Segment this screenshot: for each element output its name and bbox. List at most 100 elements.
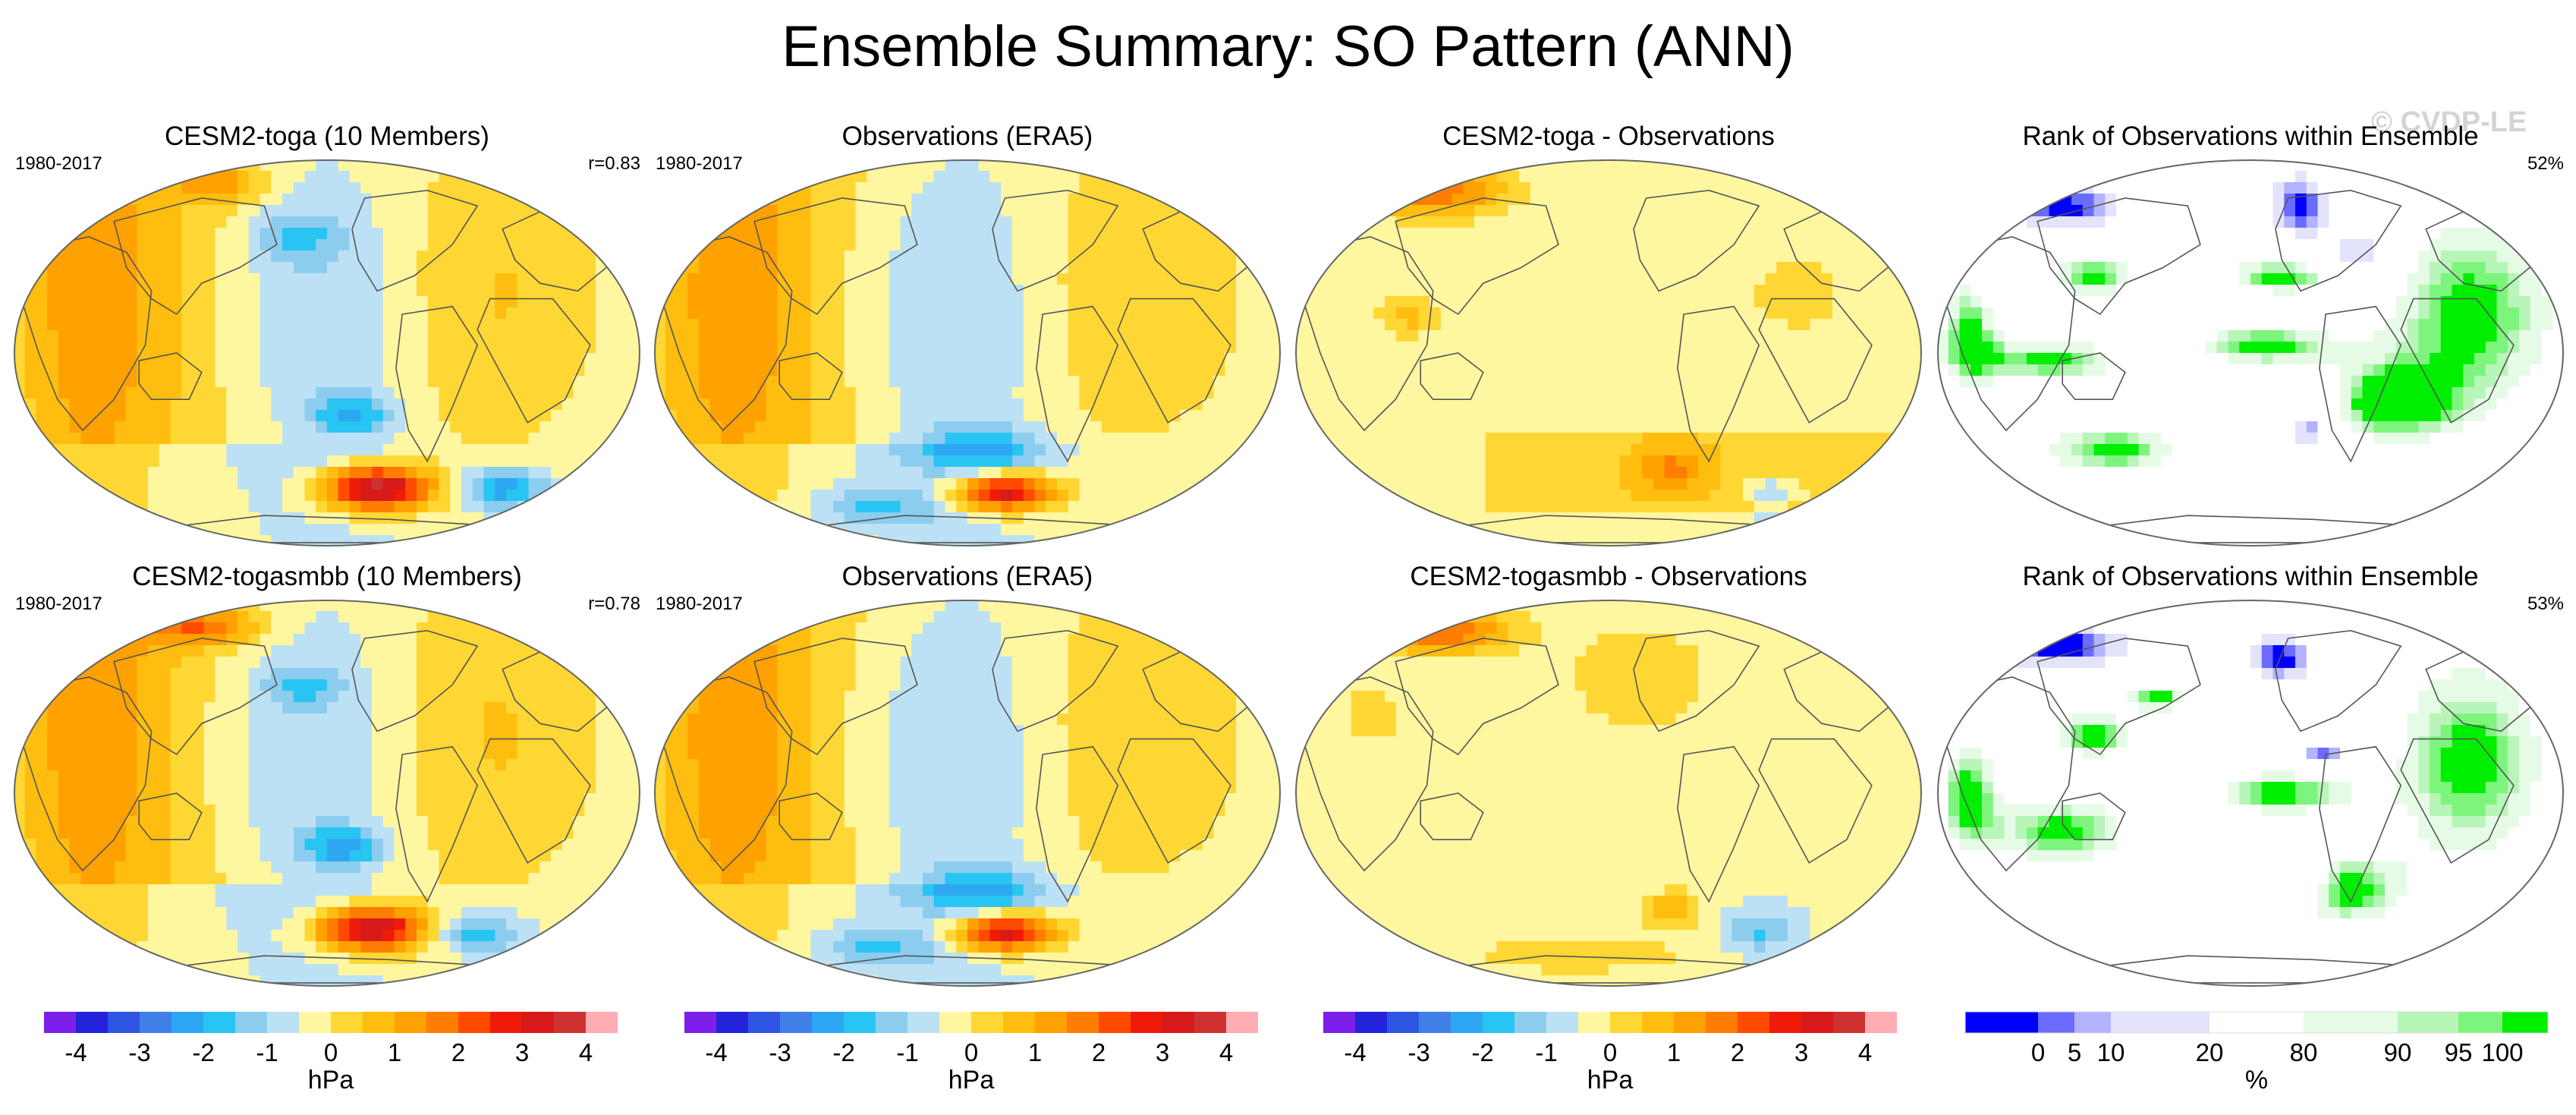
- field-cell: [237, 490, 250, 502]
- field-cell: [900, 421, 912, 433]
- field-cell: [1798, 285, 1811, 297]
- field-cell: [1463, 182, 1475, 194]
- field-cell: [450, 205, 462, 217]
- field-cell: [80, 296, 93, 308]
- field-cell: [721, 273, 733, 285]
- field-cell: [483, 216, 495, 228]
- field-cell: [1236, 353, 1248, 365]
- field-cell: [203, 296, 216, 308]
- field-cell: [338, 501, 351, 513]
- field-cell: [687, 364, 700, 376]
- field-cell: [1519, 250, 1531, 263]
- field-cell: [1541, 364, 1553, 376]
- field-cell: [1452, 285, 1464, 297]
- field-cell: [867, 478, 879, 490]
- field-cell: [606, 353, 619, 365]
- field-cell: [1135, 444, 1147, 456]
- coastline: [654, 236, 793, 432]
- field-cell: [1430, 307, 1442, 320]
- field-cell: [338, 250, 351, 263]
- field-cell: [259, 239, 272, 251]
- field-cell: [181, 444, 193, 456]
- field-cell: [1046, 159, 1058, 172]
- field-cell: [923, 512, 935, 524]
- field-cell: [1597, 319, 1609, 331]
- field-cell: [293, 387, 306, 399]
- field-cell: [1079, 262, 1091, 274]
- field-cell: [754, 353, 767, 365]
- field-cell: [1351, 182, 1363, 194]
- field-cell: [822, 467, 834, 479]
- field-cell: [1798, 364, 1811, 376]
- field-cell: [483, 353, 495, 365]
- field-cell: [193, 398, 205, 411]
- field-cell: [203, 216, 216, 228]
- field-cell: [528, 296, 540, 308]
- field-cell: [259, 410, 272, 422]
- field-cell: [606, 433, 619, 445]
- field-cell: [539, 444, 552, 456]
- field-cell: [1046, 262, 1058, 274]
- field-cell: [1508, 239, 1520, 251]
- field-cell: [1146, 216, 1159, 228]
- field-cell: [148, 490, 160, 502]
- field-cell: [709, 239, 722, 251]
- field-cell: [103, 182, 115, 194]
- field-cell: [226, 478, 238, 490]
- field-cell: [1687, 171, 1699, 183]
- field-cell: [327, 307, 339, 320]
- field-cell: [573, 410, 585, 422]
- field-cell: [1440, 296, 1453, 308]
- field-cell: [1295, 239, 1307, 251]
- field-cell: [1519, 296, 1531, 308]
- field-cell: [1046, 353, 1058, 365]
- field-cell: [1034, 524, 1046, 536]
- field-cell: [732, 273, 744, 285]
- field-cell: [654, 433, 666, 445]
- field-cell: [1698, 307, 1710, 320]
- field-cell: [573, 205, 585, 217]
- field-cell: [293, 364, 306, 376]
- field-cell: [1079, 467, 1091, 479]
- field-cell: [573, 182, 585, 194]
- field-cell: [878, 262, 890, 274]
- field-cell: [1418, 228, 1430, 240]
- field-cell: [777, 296, 789, 308]
- field-cell: [596, 342, 608, 354]
- field-cell: [596, 376, 608, 388]
- field-cell: [271, 410, 283, 422]
- field-cell: [1474, 319, 1486, 331]
- field-cell: [1362, 205, 1374, 217]
- field-cell: [777, 239, 789, 251]
- field-cell: [855, 433, 867, 445]
- field-cell: [654, 444, 666, 456]
- field-cell: [744, 467, 756, 479]
- field-cell: [923, 250, 935, 263]
- field-cell: [483, 376, 495, 388]
- field-cell: [528, 535, 540, 546]
- field-cell: [114, 353, 127, 365]
- field-cell: [506, 478, 518, 490]
- field-cell: [1743, 307, 1755, 320]
- field-cell: [1202, 501, 1215, 513]
- field-cell: [450, 467, 462, 479]
- field-cell: [506, 455, 518, 468]
- field-cell: [193, 501, 205, 513]
- field-cell: [316, 262, 328, 274]
- field-cell: [271, 330, 283, 342]
- field-cell: [327, 296, 339, 308]
- field-cell: [148, 250, 160, 263]
- field-cell: [867, 387, 879, 399]
- field-cell: [777, 171, 789, 183]
- field-cell: [844, 342, 857, 354]
- field-cell: [606, 398, 619, 411]
- field-cell: [215, 535, 227, 546]
- field-cell: [1642, 342, 1654, 354]
- field-cell: [900, 444, 912, 456]
- field-cell: [148, 455, 160, 468]
- field-cell: [665, 512, 678, 524]
- field-cell: [1112, 171, 1125, 183]
- field-cell: [1754, 376, 1766, 388]
- field-cell: [1329, 285, 1341, 297]
- field-cell: [382, 273, 395, 285]
